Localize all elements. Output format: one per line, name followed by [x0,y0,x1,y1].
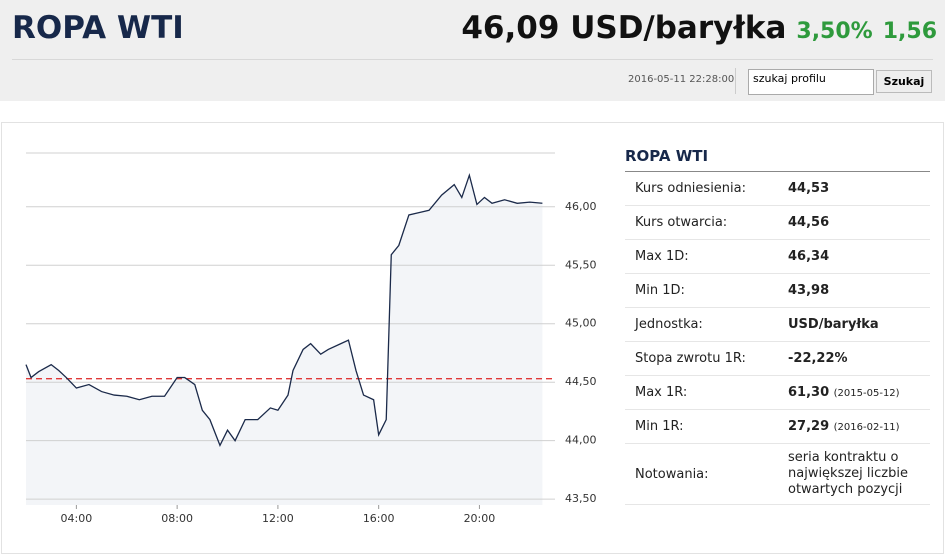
value-text: 44,56 [788,215,830,230]
x-tick-label: 04:00 [61,512,93,525]
row-label: Min 1R: [635,419,684,434]
table-rows: Kurs odniesienia: 44,53 Kurs otwarcia: 44,5… [625,172,930,505]
separator [735,68,736,94]
y-tick-label: 43,50 [565,492,597,505]
row-value: seria kontraktu o największej liczbie ot… [788,444,930,504]
table-row: Max 1R: 61,30 (2015-05-12) [625,376,930,410]
change: 1,56 [882,19,937,44]
row-value: 44,53 [788,181,930,196]
value-text: 44,53 [788,181,830,196]
table-row: Min 1R: 27,29 (2016-02-11) [625,410,930,444]
y-tick-label: 45,00 [565,317,597,330]
row-value: 43,98 [788,283,930,298]
y-tick-label: 45,50 [565,258,597,271]
x-tick-label: 12:00 [262,512,294,525]
header: ROPA WTI 46,09 USD/baryłka 3,50% 1,56 2016… [0,0,945,101]
row-label: Jednostka: [635,317,703,332]
table-row: Stopa zwrotu 1R: -22,22% [625,342,930,376]
search-button[interactable]: Szukaj [876,70,932,93]
row-value: 61,30 (2015-05-12) [788,385,930,400]
value-text: USD/baryłka [788,317,879,332]
y-tick-label: 44,50 [565,375,597,388]
timestamp: 2016-05-11 22:28:00 [628,74,735,85]
y-tick-label: 46,00 [565,200,597,213]
separator [12,59,933,60]
x-tick-label: 08:00 [161,512,193,525]
x-tick-label: 20:00 [464,512,496,525]
value-note: (2016-02-11) [833,422,900,433]
info-table: ROPA WTI Kurs odniesienia: 44,53 Kurs otwa… [625,143,930,505]
value-text: 46,34 [788,249,830,264]
table-title: ROPA WTI [625,143,930,172]
change-pct: 3,50% [796,19,873,44]
x-tick-label: 16:00 [363,512,395,525]
table-row: Jednostka: USD/baryłka [625,308,930,342]
table-row: Kurs odniesienia: 44,53 [625,172,930,206]
value-text: 61,30 [788,385,830,400]
value-text: 27,29 [788,419,830,434]
value-text: seria kontraktu o największej liczbie ot… [788,450,908,497]
table-row: Kurs otwarcia: 44,56 [625,206,930,240]
row-label: Max 1D: [635,249,689,264]
row-label: Notowania: [635,466,709,482]
instrument-title: ROPA WTI [12,10,184,46]
chart: 43,50 44,00 44,50 45,00 45,50 46,00 04:00 08:00… [25,152,597,525]
row-label: Stopa zwrotu 1R: [635,351,746,366]
row-label: Kurs odniesienia: [635,181,747,196]
row-value: 46,34 [788,249,930,264]
row-label: Min 1D: [635,283,685,298]
price-block: 46,09 USD/baryłka 3,50% 1,56 [461,10,937,46]
row-value: 27,29 (2016-02-11) [788,419,930,434]
area [26,175,543,505]
price: 46,09 USD/baryłka [461,10,787,46]
price-line [25,172,543,447]
value-text: 43,98 [788,283,830,298]
table-row: Notowania: seria kontraktu o największej … [625,444,930,505]
row-value: USD/baryłka [788,317,930,332]
table-row: Min 1D: 43,98 [625,274,930,308]
y-tick-label: 44,00 [565,434,597,447]
row-value: 44,56 [788,215,930,230]
row-label: Kurs otwarcia: [635,215,728,230]
row-label: Max 1R: [635,385,688,400]
search-input[interactable]: szukaj profilu [748,69,874,95]
table-row: Max 1D: 46,34 [625,240,930,274]
row-value: -22,22% [788,351,930,366]
value-note: (2015-05-12) [833,388,900,399]
value-text: -22,22% [788,351,848,366]
